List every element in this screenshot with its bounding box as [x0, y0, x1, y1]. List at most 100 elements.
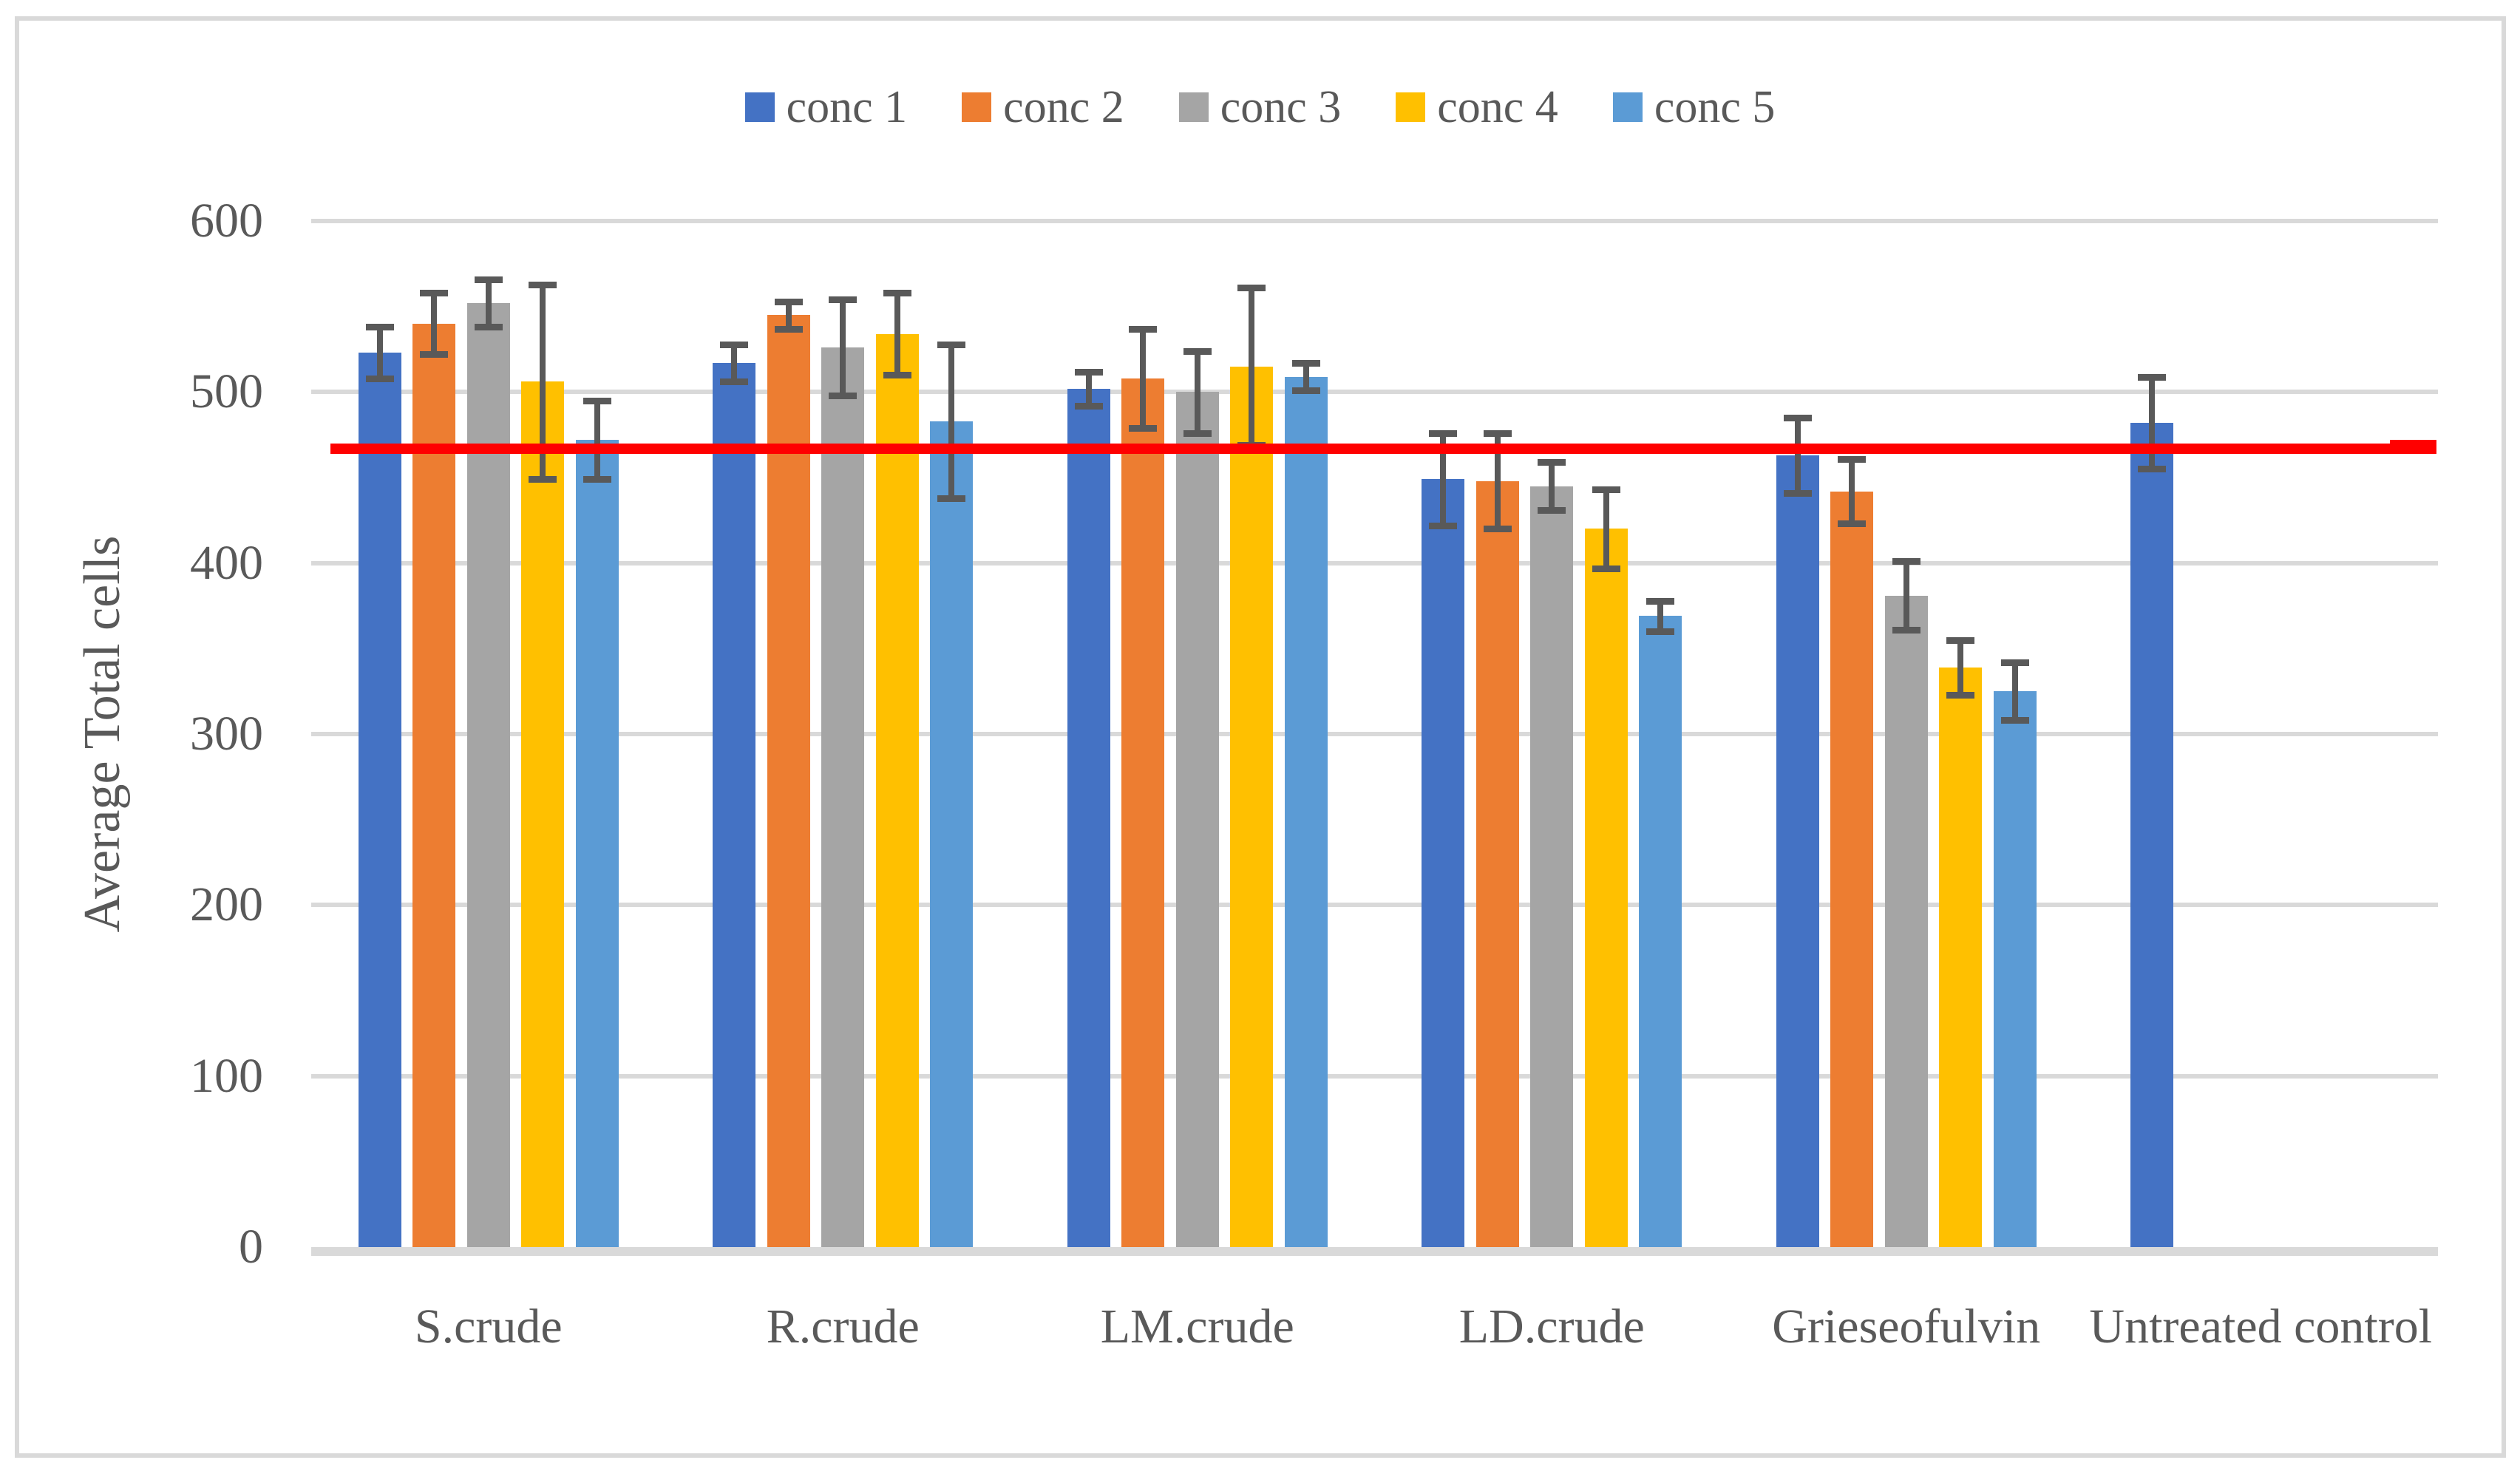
- y-tick-200: 200: [190, 877, 263, 932]
- error-bar-stem-conc-4-r-crude: [894, 293, 900, 376]
- bar-conc-1-ld-crude: [1422, 479, 1465, 1247]
- bar-conc-3-s-crude: [466, 303, 510, 1247]
- error-bar-cap-bottom-conc-2-ld-crude: [1483, 526, 1512, 533]
- error-bar-cap-bottom-conc-2-s-crude: [420, 351, 449, 359]
- bar-conc-2-grieseofulvin: [1830, 491, 1874, 1247]
- y-tick-600: 600: [190, 194, 263, 248]
- error-bar-cap-bottom-conc-1-s-crude: [365, 375, 394, 382]
- bar-conc-5-ld-crude: [1639, 616, 1682, 1247]
- error-bar-cap-top-conc-4-grieseofulvin: [1946, 636, 1975, 644]
- error-bar-cap-bottom-conc-5-lm-crude: [1291, 387, 1320, 395]
- error-bar-cap-top-conc-5-r-crude: [937, 341, 966, 348]
- error-bar-cap-bottom-conc-4-ld-crude: [1592, 565, 1620, 572]
- error-bar-cap-bottom-conc-3-lm-crude: [1183, 429, 1212, 437]
- y-tick-300: 300: [190, 707, 263, 761]
- error-bar-cap-top-conc-5-s-crude: [583, 397, 611, 404]
- error-bar-stem-conc-1-untreated-control: [2149, 376, 2156, 469]
- error-bar-stem-conc-5-lm-crude: [1303, 363, 1309, 390]
- error-bar-cap-bottom-conc-5-grieseofulvin: [2000, 717, 2029, 724]
- error-bar-stem-conc-5-grieseofulvin: [2011, 662, 2018, 721]
- error-bar-cap-top-conc-4-lm-crude: [1237, 285, 1266, 292]
- legend: conc 1 conc 2 conc 3 conc 4 conc 5: [0, 84, 2520, 130]
- bar-conc-2-lm-crude: [1121, 378, 1165, 1247]
- gridline-500: [311, 390, 2438, 395]
- bar-conc-2-ld-crude: [1475, 480, 1519, 1247]
- error-bar-cap-bottom-conc-2-r-crude: [774, 325, 803, 333]
- error-bar-cap-top-conc-3-r-crude: [829, 296, 857, 304]
- legend-item-conc-3: conc 3: [1178, 82, 1342, 132]
- legend-label: conc 2: [1003, 82, 1124, 132]
- gridline-300: [311, 732, 2438, 736]
- reference-line: [330, 443, 2436, 454]
- x-label-lm-crude: LM.crude: [1100, 1300, 1294, 1354]
- error-bar-cap-top-conc-2-s-crude: [420, 290, 449, 297]
- error-bar-cap-top-conc-1-r-crude: [720, 341, 749, 348]
- bar-conc-4-s-crude: [521, 381, 565, 1247]
- bar-conc-1-r-crude: [713, 363, 756, 1247]
- bar-conc-5-grieseofulvin: [1993, 691, 2037, 1247]
- error-bar-cap-top-conc-1-lm-crude: [1074, 368, 1103, 376]
- error-bar-cap-bottom-conc-4-r-crude: [883, 372, 911, 379]
- error-bar-cap-top-conc-5-lm-crude: [1291, 360, 1320, 367]
- error-bar-cap-bottom-conc-3-ld-crude: [1538, 506, 1566, 514]
- error-bar-cap-top-conc-1-untreated-control: [2138, 373, 2167, 381]
- error-bar-cap-top-conc-3-lm-crude: [1183, 347, 1212, 355]
- error-bar-stem-conc-4-lm-crude: [1249, 288, 1255, 446]
- legend-swatch-conc-2: [962, 92, 992, 122]
- error-bar-stem-conc-5-r-crude: [948, 344, 955, 498]
- error-bar-stem-conc-2-grieseofulvin: [1849, 458, 1855, 524]
- error-bar-cap-bottom-conc-1-r-crude: [720, 378, 749, 386]
- bar-conc-2-r-crude: [767, 315, 810, 1247]
- error-bar-cap-bottom-conc-4-grieseofulvin: [1946, 691, 1975, 699]
- error-bar-cap-top-conc-4-s-crude: [529, 281, 557, 288]
- error-bar-stem-conc-3-s-crude: [485, 279, 492, 327]
- error-bar-stem-conc-4-ld-crude: [1603, 489, 1609, 568]
- bar-conc-1-s-crude: [358, 353, 401, 1247]
- gridline-100: [311, 1073, 2438, 1079]
- legend-item-conc-4: conc 4: [1396, 84, 1558, 130]
- error-bar-cap-top-conc-3-grieseofulvin: [1892, 558, 1920, 566]
- error-bar-stem-conc-1-s-crude: [376, 327, 383, 378]
- error-bar-cap-bottom-conc-3-grieseofulvin: [1892, 626, 1920, 634]
- gridline-400: [311, 560, 2438, 566]
- y-tick-500: 500: [190, 364, 263, 419]
- error-bar-stem-conc-2-s-crude: [431, 293, 438, 355]
- bar-conc-5-r-crude: [930, 421, 974, 1247]
- error-bar-cap-top-conc-5-grieseofulvin: [2000, 659, 2029, 666]
- error-bar-cap-bottom-conc-5-ld-crude: [1646, 628, 1675, 636]
- error-bar-cap-bottom-conc-4-s-crude: [529, 476, 557, 483]
- x-axis-line: [311, 1247, 2438, 1256]
- gridline-200: [311, 903, 2438, 908]
- error-bar-stem-conc-5-ld-crude: [1657, 600, 1664, 632]
- error-bar-cap-bottom-conc-2-grieseofulvin: [1838, 520, 1867, 528]
- x-label-r-crude: R.crude: [766, 1300, 920, 1354]
- legend-label: conc 1: [786, 82, 908, 132]
- bar-conc-3-r-crude: [821, 347, 865, 1247]
- legend-label: conc 5: [1654, 82, 1776, 132]
- error-bar-cap-bottom-conc-1-lm-crude: [1074, 402, 1103, 410]
- error-bar-stem-conc-1-grieseofulvin: [1794, 418, 1801, 493]
- error-bar-cap-top-conc-4-r-crude: [883, 290, 911, 297]
- bar-conc-4-r-crude: [875, 333, 919, 1247]
- error-bar-cap-bottom-conc-5-r-crude: [937, 495, 966, 502]
- error-bar-stem-conc-1-ld-crude: [1440, 432, 1447, 526]
- error-bar-cap-bottom-conc-3-s-crude: [474, 324, 503, 331]
- bar-conc-3-grieseofulvin: [1884, 595, 1928, 1247]
- reference-line-step: [2390, 439, 2436, 446]
- error-bar-cap-top-conc-2-lm-crude: [1129, 325, 1158, 333]
- error-bar-stem-conc-3-lm-crude: [1194, 350, 1200, 433]
- error-bar-cap-bottom-conc-5-s-crude: [583, 476, 611, 483]
- error-bar-cap-bottom-conc-1-untreated-control: [2138, 466, 2167, 473]
- bar-conc-4-ld-crude: [1584, 529, 1628, 1247]
- error-bar-stem-conc-3-grieseofulvin: [1903, 561, 1909, 630]
- error-bar-cap-bottom-conc-1-grieseofulvin: [1783, 489, 1812, 497]
- legend-label: conc 3: [1220, 82, 1342, 132]
- y-tick-0: 0: [239, 1220, 263, 1274]
- error-bar-cap-top-conc-1-s-crude: [365, 324, 394, 331]
- bar-conc-4-grieseofulvin: [1939, 667, 1983, 1247]
- legend-item-conc-2: conc 2: [962, 84, 1124, 130]
- legend-item-conc-5: conc 5: [1612, 82, 1776, 132]
- error-bar-stem-conc-3-r-crude: [840, 299, 846, 395]
- error-bar-stem-conc-1-lm-crude: [1085, 371, 1092, 406]
